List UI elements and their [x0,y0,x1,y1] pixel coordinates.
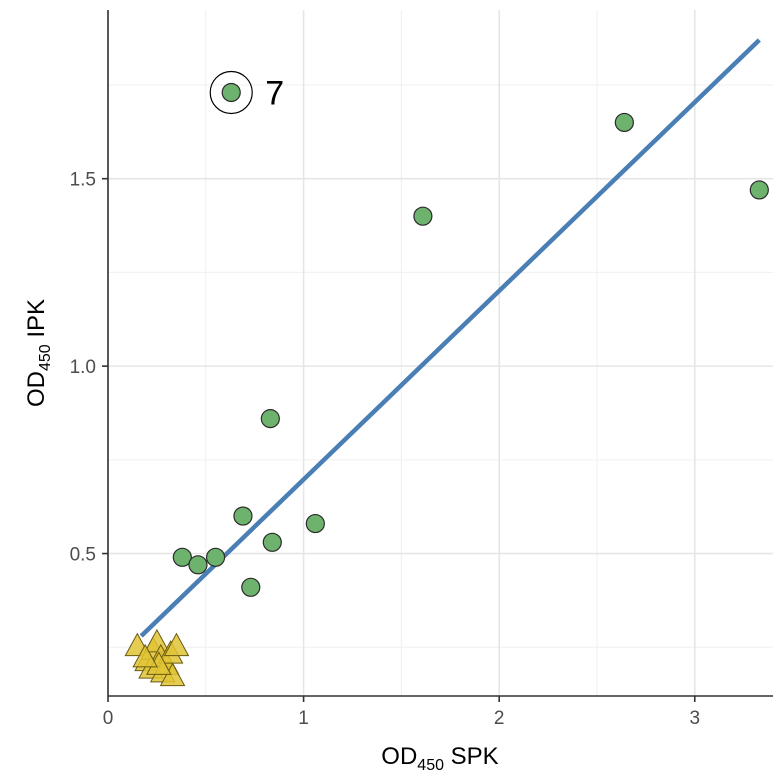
triangle-point [132,643,159,668]
x-tick-label: 3 [689,708,700,729]
x-axis-title: OD450 SPK [381,743,498,772]
y-tick-label: 0.5 [70,545,96,566]
axis-ticks: 0 1 2 3 0.5 1.0 1.5 [70,170,700,729]
circle-point [305,513,325,534]
x-tick-label: 1 [298,708,309,729]
annotation-group: 7 [209,70,284,115]
circle-point [221,82,241,103]
annotation-label: 7 [265,74,284,112]
data-points [124,82,769,687]
circle-point [233,506,253,526]
circle-point [172,547,192,567]
regression-line-group [139,38,761,638]
circle-point [413,206,433,226]
triangle-point [163,632,190,657]
circle-point [241,577,261,597]
regression-line [139,38,761,638]
circle-point [749,180,769,200]
circle-point [188,555,208,575]
x-tick-label: 2 [494,708,505,729]
y-tick-label: 1.5 [70,170,96,191]
annotation-ring [209,70,253,115]
plot-background [108,10,773,696]
x-tick-label: 0 [103,708,114,729]
circle-point [614,112,634,133]
circle-point [262,532,282,552]
circle-point [260,409,280,429]
circle-point [205,547,226,567]
y-tick-label: 1.0 [70,357,96,378]
y-axis-title: OD450 IPK [23,299,54,407]
